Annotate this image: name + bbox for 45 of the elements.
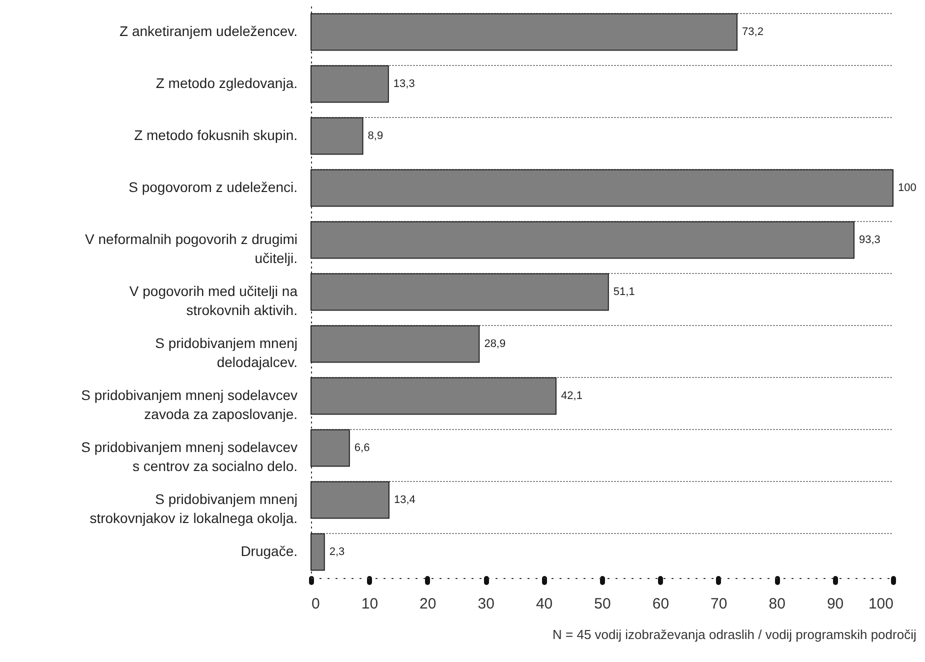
y-tick-label: Z anketiranjem udeležencev. <box>120 23 298 39</box>
x-tick-label: 90 <box>826 596 844 612</box>
y-tick-label: S pogovorom z udeleženci. <box>128 179 298 195</box>
text: N = 45 vodij izobraževanja odraslih / vodij programskih področij <box>552 627 916 642</box>
bar <box>310 273 609 311</box>
x-tick-label: 40 <box>536 596 553 612</box>
y-tick-label: Z metodo zgledovanja. <box>156 75 298 91</box>
y-tick-label: S pridobivanjem mnenj delodajalcev. <box>155 335 298 370</box>
y-tick-label: S pridobivanjem mnenj sodelavcev s centrov za socialno delo. <box>81 439 298 474</box>
data-label: 2,3 <box>329 546 345 558</box>
x-tick-label: 10 <box>361 596 378 612</box>
bar <box>310 533 325 571</box>
x-tick-label: 0 <box>312 596 320 612</box>
y-tick-label: Drugače. <box>240 543 298 559</box>
y-tick-label: V neformalnih pogovorih z drugimi učitelji. <box>85 231 298 266</box>
data-label: 8,9 <box>368 130 384 142</box>
data-label: 28,9 <box>484 338 506 350</box>
bar <box>310 117 364 155</box>
bar <box>310 221 855 259</box>
data-label: 13,4 <box>394 494 416 506</box>
bar <box>310 169 894 207</box>
x-tick-label: 30 <box>478 596 494 612</box>
data-label: 42,1 <box>561 390 582 402</box>
data-label: 73,2 <box>742 26 764 38</box>
y-tick-label: S pridobivanjem mnenj strokovnjakov iz lokalnega okolja. <box>90 491 298 526</box>
bar <box>310 429 350 467</box>
data-label: 13,3 <box>393 78 415 90</box>
data-label: 100 <box>898 182 916 194</box>
y-tick-label: S pridobivanjem mnenj sodelavcev zavoda za zaposlovanje. <box>81 387 298 422</box>
bar <box>310 325 480 363</box>
x-tick-label: 60 <box>652 596 670 612</box>
x-tick-label: 100 <box>868 596 894 612</box>
data-label: 93,3 <box>859 234 880 246</box>
bar <box>310 377 557 415</box>
data-label: 51,1 <box>613 286 635 298</box>
y-tick-label: Z metodo fokusnih skupin. <box>134 127 298 143</box>
bar <box>310 13 738 51</box>
bar <box>310 65 389 103</box>
x-tick-label: 20 <box>420 596 436 612</box>
data-label: 6,6 <box>354 442 370 454</box>
x-tick-label: 70 <box>710 596 728 612</box>
x-tick-label: 80 <box>768 596 786 612</box>
bar <box>310 481 390 519</box>
y-tick-label: V pogovorih med učitelji na strokovnih aktivih. <box>129 283 298 318</box>
x-tick-label: 50 <box>594 596 611 612</box>
